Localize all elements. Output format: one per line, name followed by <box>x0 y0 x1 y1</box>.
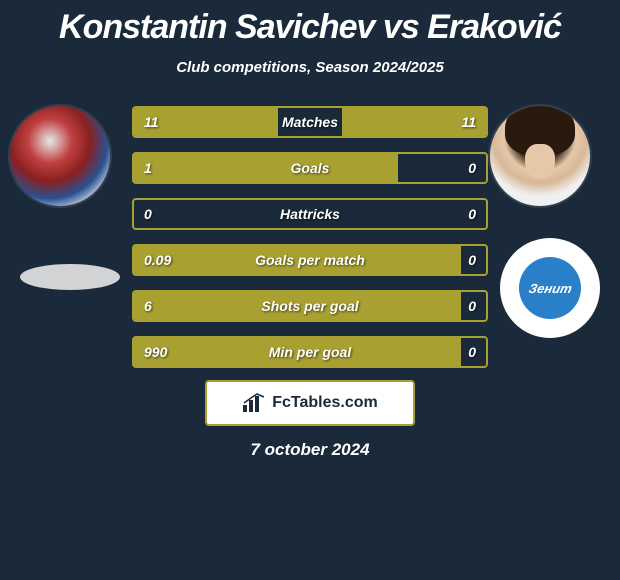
stat-row-matches: 11 Matches 11 <box>132 106 488 138</box>
stat-label: Min per goal <box>269 344 351 360</box>
stat-left-value: 1 <box>144 160 152 176</box>
stat-label: Matches <box>282 114 338 130</box>
stat-row-hattricks: 0 Hattricks 0 <box>132 198 488 230</box>
club-right-text: Зенит <box>527 281 573 296</box>
stats-bars: 11 Matches 11 1 Goals 0 0 Hattricks 0 <box>132 106 488 368</box>
stat-right-value: 0 <box>468 298 476 314</box>
club-right-inner: Зенит <box>519 257 581 319</box>
stat-row-min-per-goal: 990 Min per goal 0 <box>132 336 488 368</box>
stat-left-value: 6 <box>144 298 152 314</box>
stat-left-value: 0 <box>144 206 152 222</box>
stat-right-value: 11 <box>461 114 476 130</box>
stat-left-value: 11 <box>144 114 159 130</box>
stat-right-value: 0 <box>468 206 476 222</box>
infographic-container: Konstantin Savichev vs Eraković Club com… <box>0 0 620 580</box>
page-title: Konstantin Savichev vs Eraković <box>59 8 561 47</box>
player-left-shadow <box>20 264 120 290</box>
stat-label: Hattricks <box>280 206 340 222</box>
bar-fill-left <box>134 154 398 182</box>
comparison-area: Зенит 11 Matches 11 1 Goals 0 0 <box>0 106 620 368</box>
stat-right-value: 0 <box>468 344 476 360</box>
stat-right-value: 0 <box>468 160 476 176</box>
footer-badge: FcTables.com <box>205 380 415 426</box>
stat-row-shots-per-goal: 6 Shots per goal 0 <box>132 290 488 322</box>
stat-label: Goals <box>291 160 330 176</box>
stat-row-goals-per-match: 0.09 Goals per match 0 <box>132 244 488 276</box>
player-left-avatar <box>10 106 110 206</box>
footer-brand: FcTables.com <box>272 394 378 412</box>
stat-left-value: 0.09 <box>144 252 171 268</box>
chart-icon <box>242 393 266 413</box>
stat-label: Goals per match <box>255 252 365 268</box>
stat-row-goals: 1 Goals 0 <box>132 152 488 184</box>
stat-right-value: 0 <box>468 252 476 268</box>
date-label: 7 october 2024 <box>250 440 369 460</box>
club-right-badge: Зенит <box>500 238 600 338</box>
player-right-avatar <box>490 106 590 206</box>
stat-left-value: 990 <box>144 344 167 360</box>
stat-label: Shots per goal <box>261 298 358 314</box>
subtitle: Club competitions, Season 2024/2025 <box>176 59 444 76</box>
